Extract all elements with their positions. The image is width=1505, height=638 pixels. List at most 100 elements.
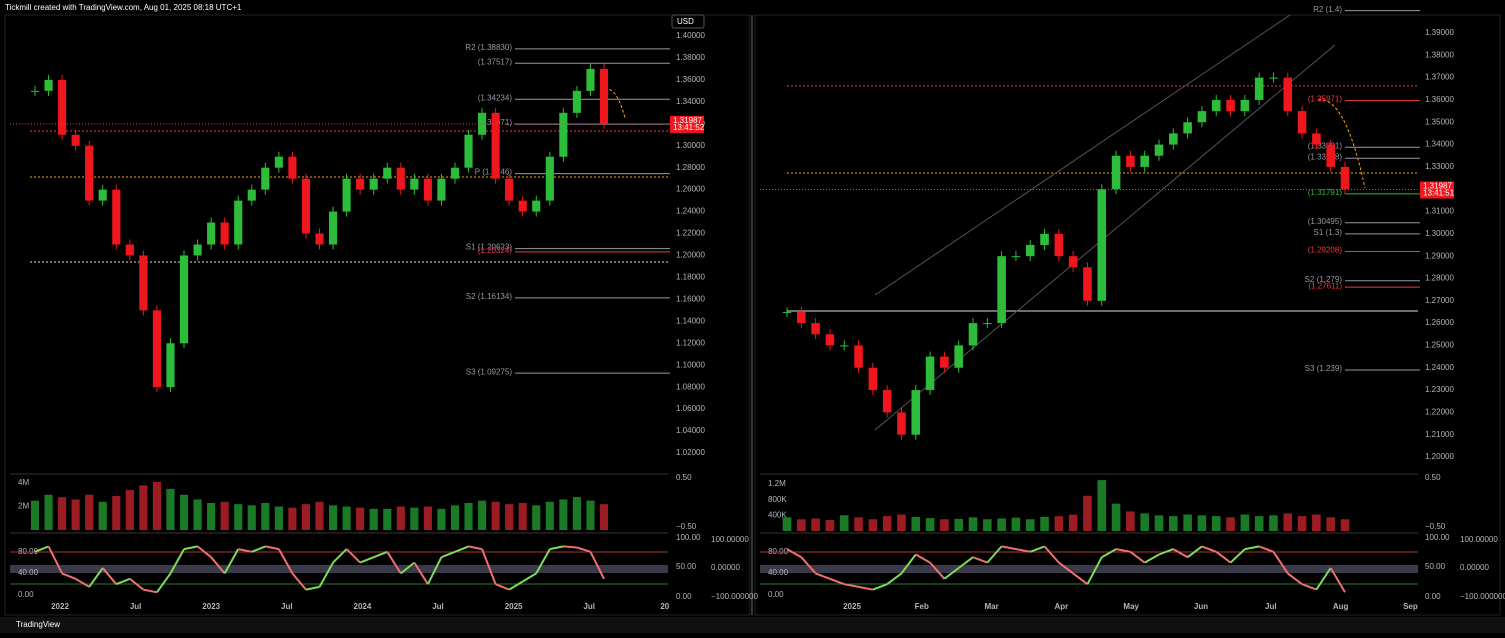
osc-line	[481, 548, 497, 585]
volume-bar	[98, 501, 107, 530]
candle	[1068, 256, 1078, 268]
candle	[1340, 166, 1350, 190]
price-tick-label: 1.40000	[676, 31, 705, 40]
volume-bar	[193, 499, 202, 530]
osc-line	[986, 545, 1003, 564]
date-label: Jun	[1194, 602, 1208, 611]
candle	[518, 200, 527, 212]
channel-line	[874, 14, 1291, 296]
volume-bar	[782, 517, 792, 531]
osc-line	[800, 556, 817, 575]
price-tick-label: 1.08000	[676, 382, 705, 391]
candle	[1169, 133, 1178, 145]
osc-line	[1244, 545, 1260, 551]
volume-bar	[1297, 516, 1307, 531]
candle	[207, 222, 216, 245]
volume-bar	[1312, 514, 1321, 531]
volume-bar	[940, 519, 949, 531]
candle	[954, 345, 963, 368]
date-label: 2024	[354, 602, 372, 611]
volume-bar	[559, 499, 568, 530]
volume-bar	[897, 514, 906, 531]
date-label: 20	[660, 602, 669, 611]
candle	[1154, 144, 1164, 156]
candle	[1312, 133, 1321, 145]
pivot-label: (1.20324)	[478, 246, 513, 255]
price-tick-label: 1.33000	[1425, 162, 1454, 171]
candle	[383, 167, 392, 179]
candle	[545, 156, 554, 201]
price-tick-label: 1.30000	[676, 141, 705, 150]
price-tick-label: 1.28000	[1425, 274, 1454, 283]
volume-bar	[342, 506, 351, 530]
price-tick-label: 1.14000	[676, 316, 705, 325]
volume-bar	[301, 504, 311, 530]
volume-bar	[152, 481, 161, 530]
price-tick-label: 1.39000	[1425, 28, 1454, 37]
candle	[193, 244, 202, 256]
osc-right2-tick: 0.00	[676, 592, 692, 601]
osc-line	[1187, 545, 1203, 558]
price-tick-label: 1.20000	[1425, 452, 1454, 461]
volume-bar	[825, 520, 835, 531]
osc-line	[815, 572, 831, 580]
candle	[1040, 233, 1049, 245]
osc-line	[210, 556, 226, 575]
pivot-label: R2 (1.4)	[1313, 5, 1342, 14]
osc-right-tick: 100.00000	[1460, 535, 1498, 544]
price-tick-label: 1.35000	[1425, 117, 1454, 126]
candle	[997, 256, 1006, 324]
candle	[112, 189, 121, 245]
candle	[410, 178, 419, 190]
pivot-label: R2 (1.38830)	[465, 43, 512, 52]
date-label: May	[1123, 602, 1139, 611]
candle	[220, 222, 229, 245]
date-label: Jul	[130, 602, 142, 611]
osc-line	[1272, 551, 1289, 574]
price-tick-label: 1.23000	[1425, 385, 1454, 394]
candle	[450, 167, 460, 179]
volume-right-tick: 0.50	[676, 473, 692, 482]
price-tick-label: 1.06000	[676, 404, 705, 413]
volume-tick-label: 2M	[18, 502, 29, 511]
candle	[1283, 77, 1293, 112]
volume-bar	[247, 505, 256, 530]
osc-right2-tick: 100.00	[1425, 533, 1450, 542]
osc-line	[1329, 567, 1346, 593]
volume-bar	[839, 515, 849, 531]
osc-line	[1287, 572, 1303, 585]
candle	[586, 68, 595, 91]
candle	[342, 178, 351, 212]
osc-line	[1086, 556, 1103, 585]
candle	[423, 178, 432, 201]
osc-line	[101, 567, 118, 585]
volume-bar	[58, 497, 67, 530]
volume-bar	[478, 500, 487, 530]
candle	[1054, 233, 1064, 257]
price-tick-label: 1.28000	[676, 163, 705, 172]
osc-right-tick: 100.00000	[711, 535, 749, 544]
price-tick-label: 1.22000	[1425, 407, 1454, 416]
osc-line	[305, 585, 320, 591]
volume-bar	[1254, 516, 1264, 531]
osc-line	[576, 546, 591, 553]
date-label: Feb	[915, 602, 929, 611]
price-tick-label: 1.02000	[676, 448, 705, 457]
volume-bar	[854, 517, 863, 531]
volume-bar	[1068, 514, 1078, 531]
price-tick-label: 1.26000	[676, 185, 705, 194]
candle	[1197, 111, 1207, 123]
volume-bar	[71, 499, 80, 530]
volume-bar	[1269, 515, 1278, 531]
volume-bar	[396, 506, 405, 530]
osc-line	[413, 562, 429, 585]
candle	[1183, 122, 1192, 134]
volume-bar	[464, 502, 473, 530]
osc-line	[291, 572, 307, 591]
candle	[1011, 256, 1021, 258]
candle	[58, 79, 67, 135]
price-tick-label: 1.36000	[1425, 95, 1454, 104]
candle	[478, 112, 487, 135]
osc-right-tick: −100.000000	[711, 592, 758, 601]
volume-bar	[179, 494, 189, 530]
